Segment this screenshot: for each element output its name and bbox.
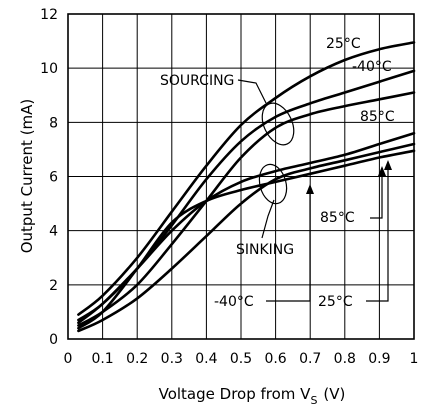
annotations: SOURCING SINKING 25°C -40°C 85°C 85°C -4… (160, 36, 395, 310)
arrow-minus40c-bottom (306, 184, 314, 194)
x-tick-label: 0.7 (299, 351, 321, 367)
leader-85c-bottom (370, 172, 383, 219)
x-axis-title-main: Voltage Drop from V (159, 385, 312, 403)
x-tick-label: 0.9 (368, 351, 390, 367)
arrow-85c-bottom (378, 166, 386, 176)
leader-minus40c-bottom (266, 190, 311, 302)
y-tick-label: 6 (49, 170, 58, 186)
x-tick-label: 1 (410, 351, 419, 367)
sinking-leader (261, 199, 275, 239)
y-tick-label: 2 (49, 278, 58, 294)
sourcing-ellipse (261, 102, 295, 146)
sourcing-leader (237, 79, 267, 104)
x-tick-label: 0.3 (161, 351, 183, 367)
sinking-ellipse (258, 163, 288, 205)
x-tick-label: 0.4 (195, 351, 217, 367)
sinking-label: SINKING (236, 242, 294, 258)
x-tick-label: 0.1 (91, 351, 113, 367)
y-tick-labels: 0 2 4 6 8 10 12 (40, 7, 58, 348)
y-tick-label: 4 (49, 224, 58, 240)
x-axis-title-unit: (V) (323, 385, 345, 403)
x-axis-title-subscript: S (310, 394, 317, 407)
label-25c-bottom: 25°C (318, 294, 353, 310)
x-tick-label: 0.6 (264, 351, 286, 367)
series-line-2 (77, 91, 416, 327)
x-tick-label: 0.5 (230, 351, 252, 367)
label-minus40c-top: -40°C (352, 59, 392, 75)
label-25c-top: 25°C (326, 36, 361, 52)
series-line-3 (77, 131, 416, 325)
label-85c-bottom: 85°C (320, 210, 355, 226)
y-axis-title: Output Current (mA) (18, 99, 36, 254)
y-tick-label: 10 (40, 61, 58, 77)
y-tick-label: 12 (40, 7, 58, 23)
arrow-25c-bottom (384, 160, 392, 170)
y-tick-label: 0 (49, 332, 58, 348)
x-axis-title: Voltage Drop from VS (V) (159, 385, 346, 407)
label-85c-top: 85°C (360, 109, 395, 125)
series-line-5 (77, 142, 416, 333)
x-tick-label: 0.8 (334, 351, 356, 367)
x-tick-labels: 0 0.1 0.2 0.3 0.4 0.5 0.6 0.7 0.8 0.9 1 (64, 351, 419, 367)
series-line-4 (77, 149, 416, 330)
x-tick-label: 0 (64, 351, 73, 367)
leader-25c-bottom (366, 166, 389, 302)
label-minus40c-bottom: -40°C (214, 294, 254, 310)
plot-frame (67, 13, 415, 340)
sourcing-label: SOURCING (160, 73, 234, 89)
y-tick-label: 8 (49, 115, 58, 131)
x-tick-label: 0.2 (126, 351, 148, 367)
data-curves (77, 41, 416, 333)
series-line-0 (77, 41, 416, 316)
